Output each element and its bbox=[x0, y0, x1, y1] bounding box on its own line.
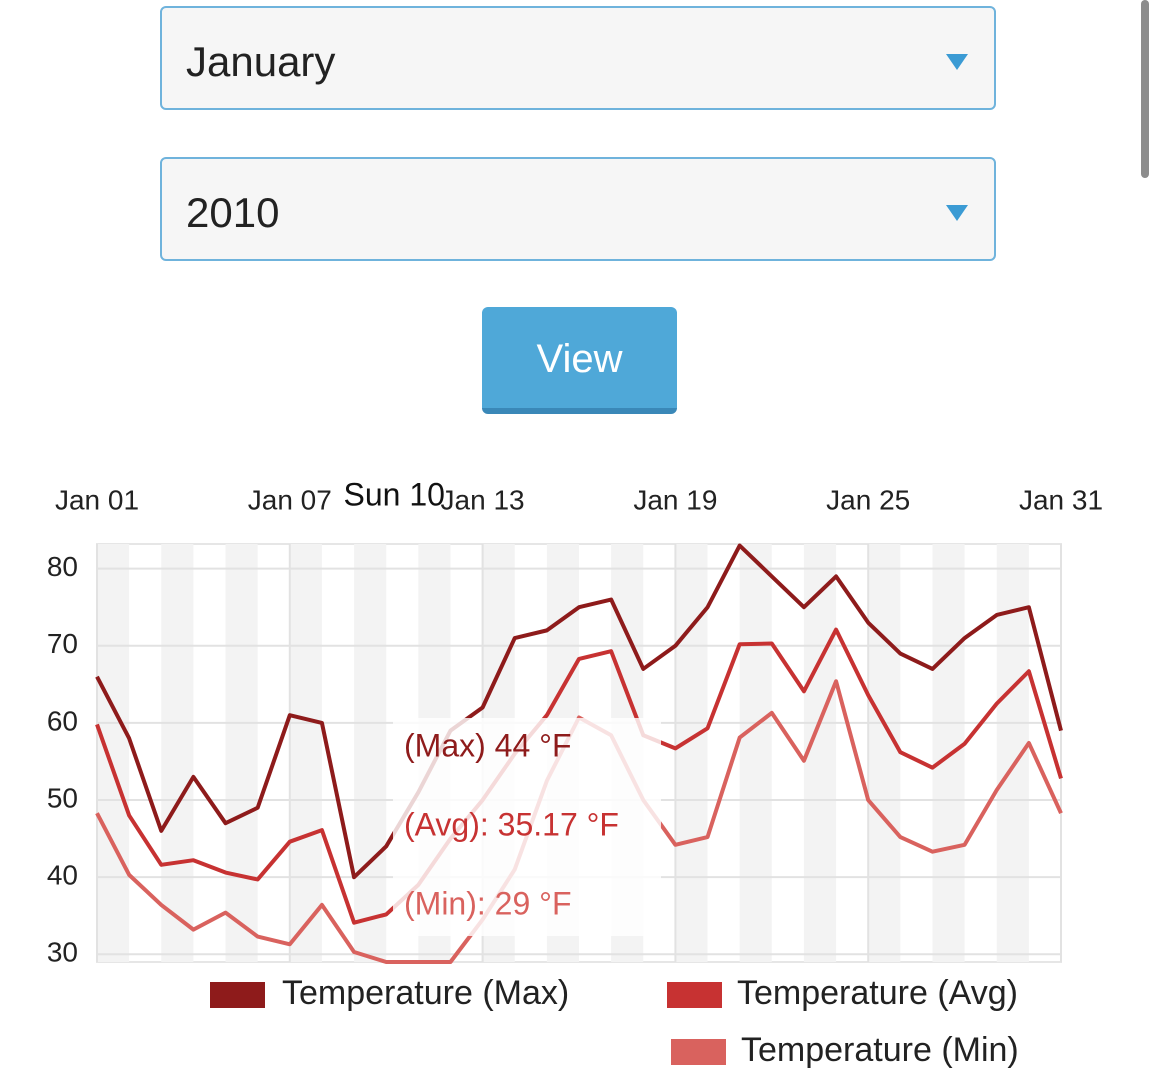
year-select[interactable]: 2010 bbox=[160, 157, 996, 261]
y-tick-label: 30 bbox=[47, 937, 78, 968]
y-tick-label: 70 bbox=[47, 628, 78, 659]
tooltip-box bbox=[393, 718, 661, 936]
x-tick-label: Jan 19 bbox=[633, 484, 717, 515]
tooltip-line: (Max) 44 °F bbox=[404, 727, 571, 763]
y-tick-label: 80 bbox=[47, 551, 78, 582]
series-line bbox=[95, 679, 1063, 964]
x-tick-label: Jan 13 bbox=[441, 484, 525, 515]
x-tick-label: Jan 07 bbox=[248, 484, 332, 515]
month-select[interactable]: January bbox=[160, 6, 996, 110]
month-value: January bbox=[186, 38, 336, 85]
legend-label: Temperature (Min) bbox=[741, 1031, 1019, 1069]
series-line bbox=[95, 543, 1063, 880]
chart: 30 40 50 60 70 80 Jan 01 Jan 07 Jan 13 Jan 19 Jan … bbox=[47, 476, 1103, 1069]
legend-swatch bbox=[210, 982, 265, 1008]
legend-label: Temperature (Avg) bbox=[737, 974, 1018, 1012]
y-tick-label: 60 bbox=[47, 705, 78, 736]
tooltip-title: Sun 10 bbox=[343, 476, 444, 512]
dropdown-arrow bbox=[946, 54, 968, 70]
x-tick-label: Jan 01 bbox=[55, 484, 139, 515]
day-band bbox=[675, 544, 708, 962]
y-tick-label: 40 bbox=[47, 860, 78, 891]
tooltip-line: (Avg): 35.17 °F bbox=[404, 806, 619, 842]
day-band bbox=[225, 544, 258, 962]
legend-swatch bbox=[671, 1039, 726, 1065]
day-band bbox=[289, 544, 322, 962]
day-band bbox=[354, 544, 387, 962]
tooltip-line: (Min): 29 °F bbox=[404, 885, 571, 921]
series-line bbox=[95, 627, 1063, 925]
day-band bbox=[803, 544, 837, 962]
view-button[interactable]: View bbox=[482, 307, 677, 414]
scrollbar bbox=[1141, 0, 1149, 178]
dropdown-arrow bbox=[946, 205, 968, 221]
year-value: 2010 bbox=[186, 189, 280, 236]
x-tick-label: Jan 25 bbox=[826, 484, 910, 515]
y-tick-label: 50 bbox=[47, 782, 78, 813]
day-band bbox=[97, 544, 130, 962]
legend-swatch bbox=[667, 982, 722, 1008]
legend-label: Temperature (Max) bbox=[282, 974, 569, 1012]
day-band bbox=[739, 544, 772, 962]
day-band bbox=[932, 544, 965, 962]
day-band bbox=[161, 544, 194, 962]
x-tick-label: Jan 31 bbox=[1019, 484, 1103, 515]
day-band bbox=[868, 544, 901, 962]
